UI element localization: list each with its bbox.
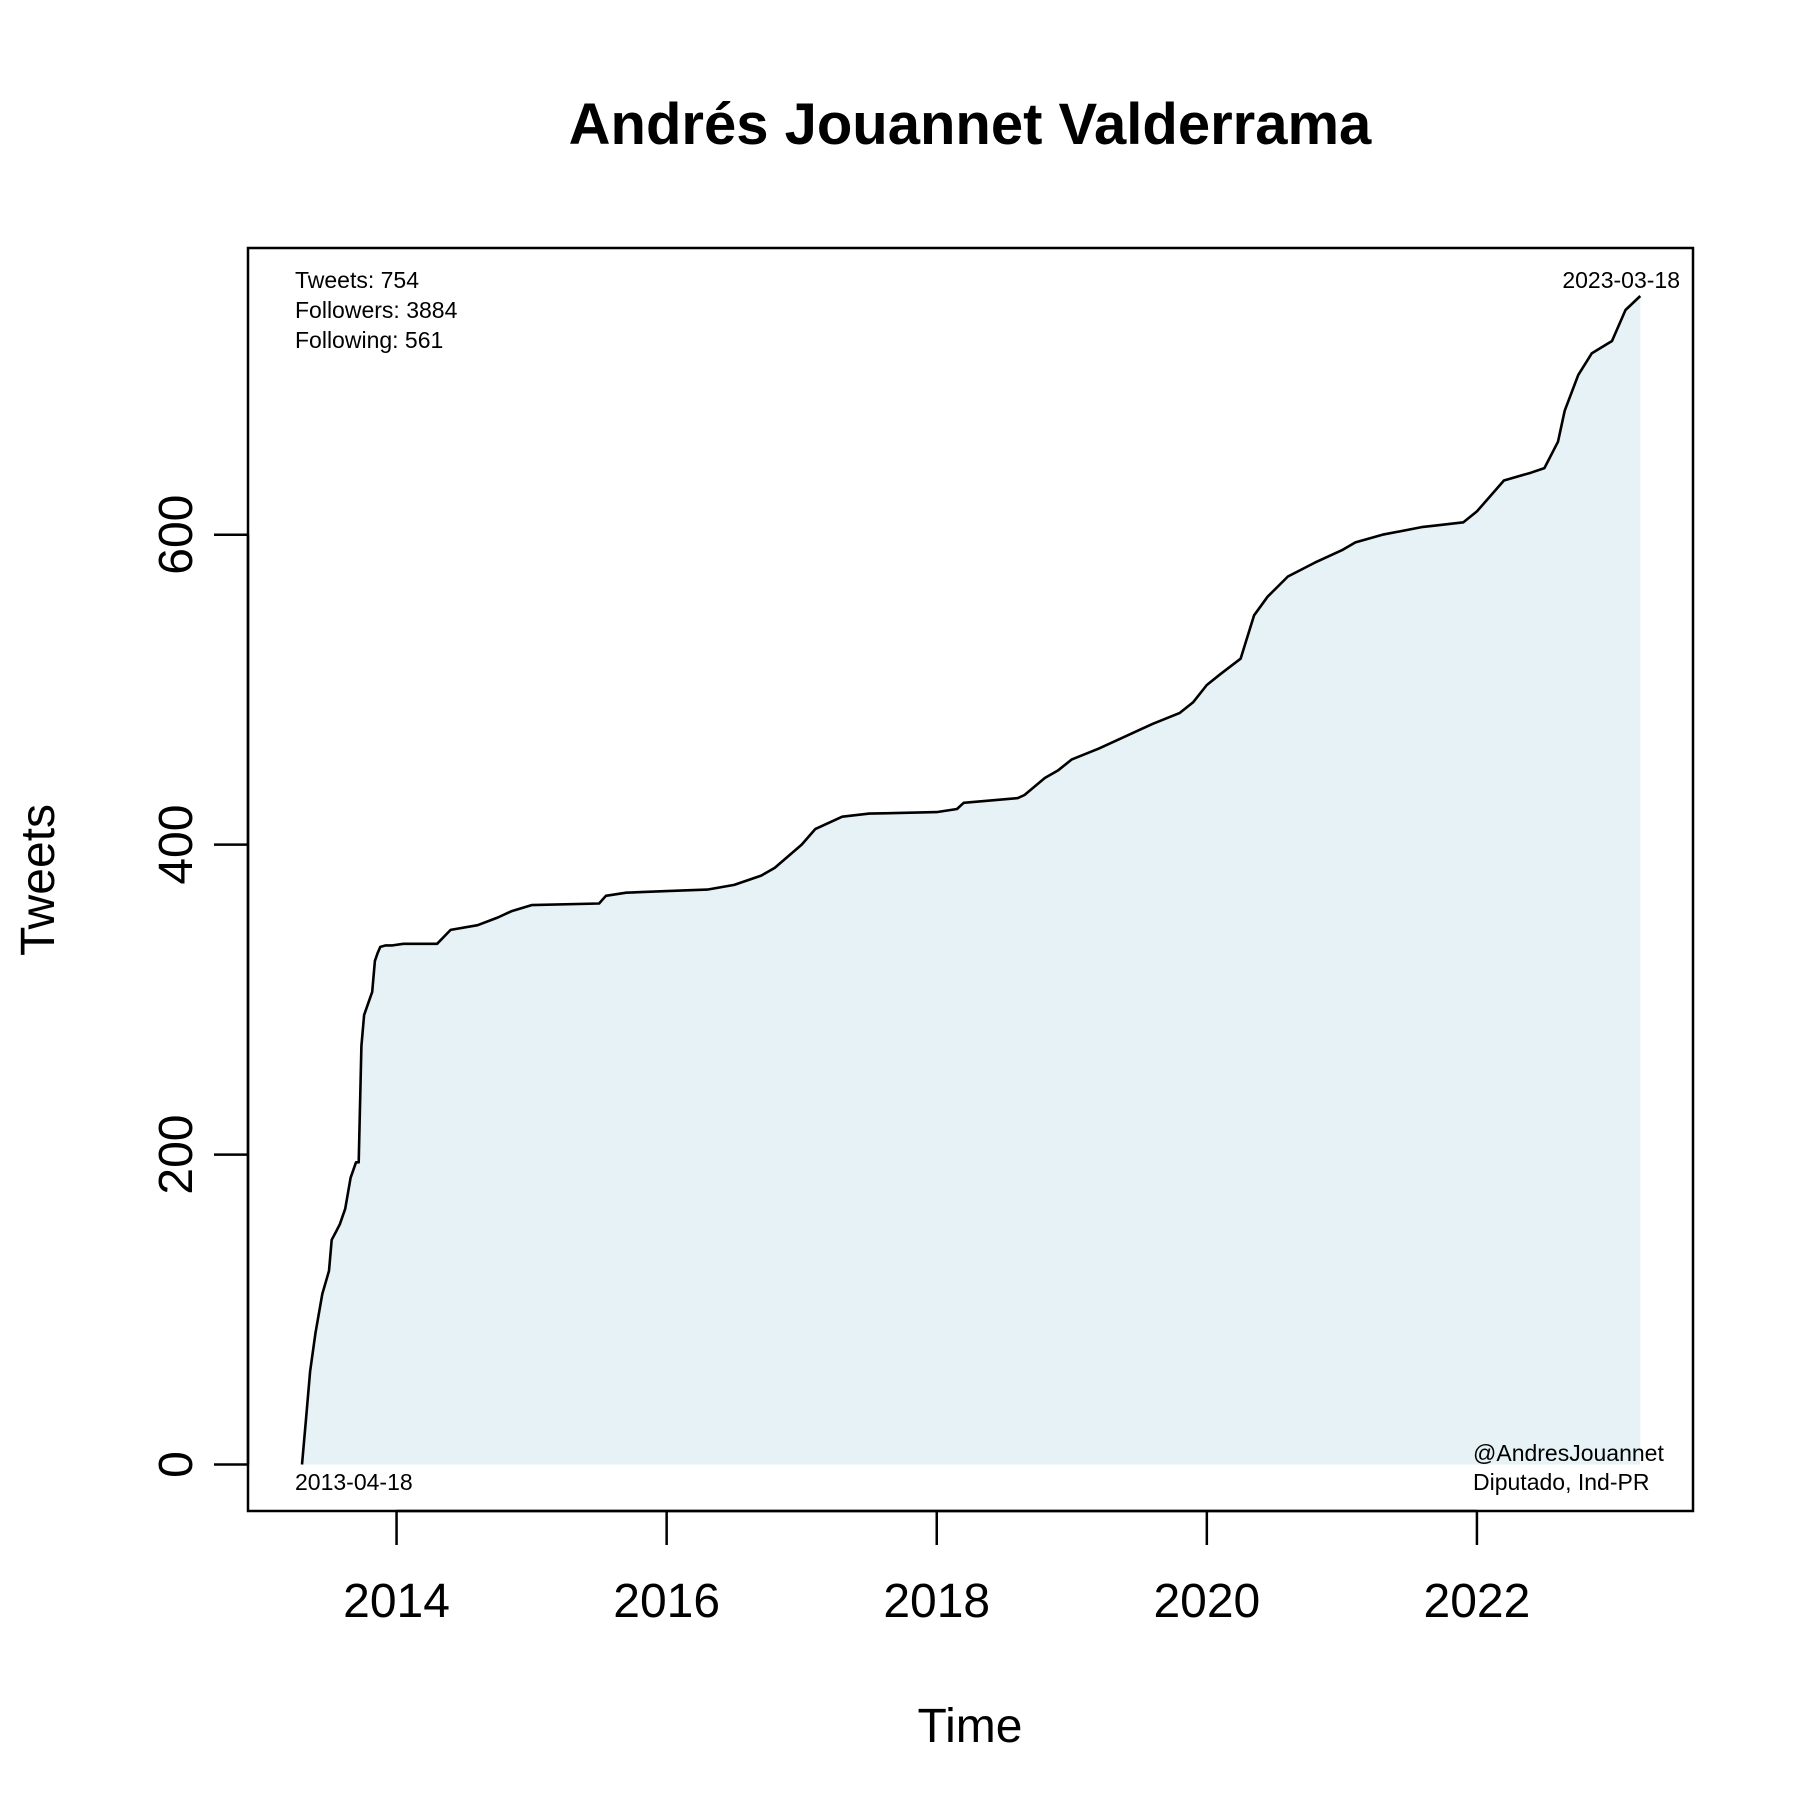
x-tick-label: 2018 — [883, 1575, 990, 1628]
x-axis: 2014 2016 2018 2020 2022 — [343, 1509, 1531, 1628]
x-tick-label: 2020 — [1153, 1575, 1260, 1628]
x-axis-title: Time — [918, 1700, 1023, 1753]
y-tick-label: 600 — [150, 495, 203, 575]
account-description: Diputado, Ind-PR — [1473, 1469, 1649, 1495]
cumulative-tweets-line — [300, 295, 1642, 1465]
y-tick-label: 0 — [150, 1451, 203, 1478]
x-tick-label: 2014 — [343, 1575, 450, 1628]
x-tick-label: 2022 — [1424, 1575, 1531, 1628]
account-handle: @AndresJouannet — [1473, 1440, 1664, 1466]
start-date-label: 2013-04-18 — [295, 1469, 413, 1495]
cumulative-area-fill — [302, 296, 1641, 1465]
stat-tweets: Tweets: 754 — [295, 267, 419, 293]
account-stats: Tweets: 754 Followers: 3884 Following: 5… — [295, 267, 458, 353]
y-tick-label: 200 — [150, 1115, 203, 1195]
plot-area — [300, 295, 1642, 1465]
stat-followers: Followers: 3884 — [295, 297, 458, 323]
chart-title: Andrés Jouannet Valderrama — [569, 92, 1372, 157]
y-axis-title: Tweets — [12, 804, 65, 956]
y-axis: 0 200 400 600 — [150, 495, 250, 1478]
stat-following: Following: 561 — [295, 327, 443, 353]
end-date-label: 2023-03-18 — [1562, 267, 1680, 293]
x-tick-label: 2016 — [613, 1575, 720, 1628]
y-tick-label: 400 — [150, 805, 203, 885]
